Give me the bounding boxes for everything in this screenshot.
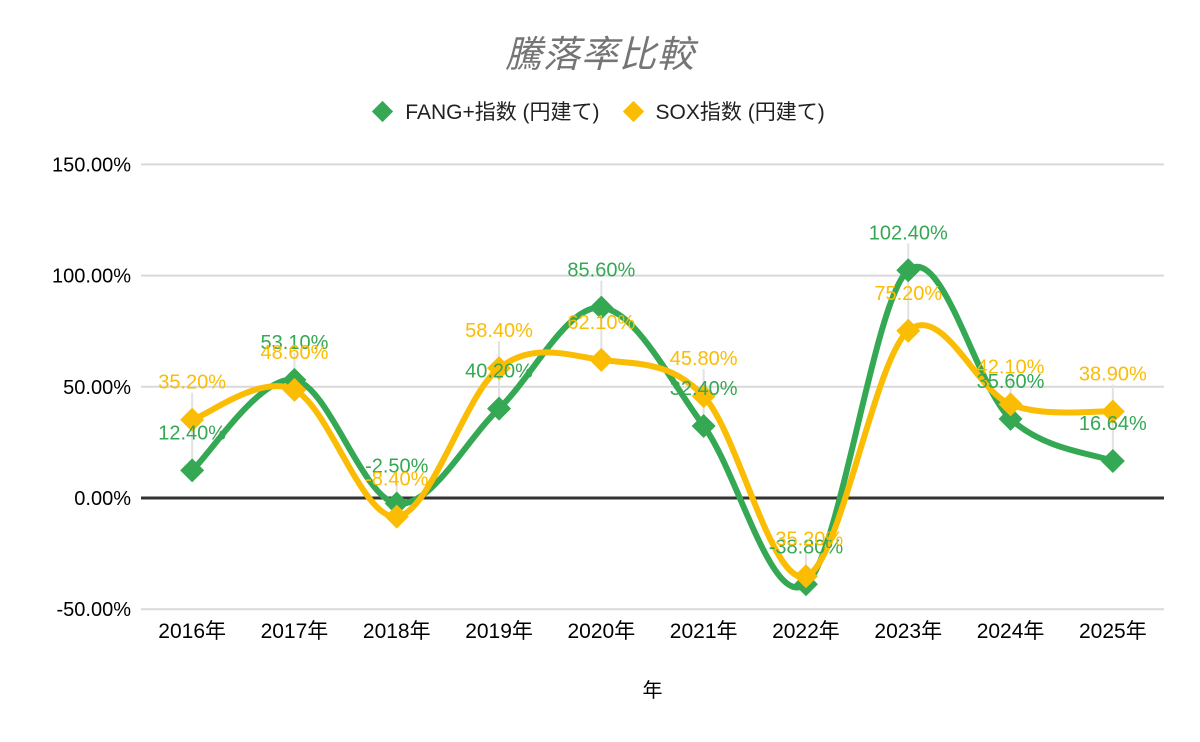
data-label: 32.40% <box>670 378 738 400</box>
data-label: 102.40% <box>869 222 948 244</box>
data-label: -35.20% <box>769 528 844 550</box>
sox-data-point-2025年[interactable] <box>1100 399 1125 424</box>
data-label: 45.80% <box>670 348 738 370</box>
sox-data-point-2017年[interactable] <box>282 377 307 402</box>
y-axis-tick-label: 150.00% <box>52 154 131 176</box>
fang-series-diamond-icon <box>372 100 394 122</box>
fang-plus-data-point-2023年[interactable] <box>896 258 921 283</box>
fang-plus-series-line <box>189 264 1116 591</box>
legend-item-label: FANG+指数 (円建て) <box>405 101 600 124</box>
fang-plus-data-point-2021年[interactable] <box>691 413 716 438</box>
data-label: -38.80% <box>769 536 844 558</box>
data-label: 40.20% <box>465 361 533 383</box>
x-axis-label: 2024年 <box>977 620 1045 643</box>
data-label: 85.60% <box>567 260 635 282</box>
sox-series-markers <box>180 318 1125 589</box>
fang-plus-data-point-2019年[interactable] <box>487 396 512 421</box>
data-label: 48.60% <box>261 342 329 364</box>
sox-data-point-2018年[interactable] <box>384 504 409 529</box>
chart-title: 騰落率比較 <box>505 34 695 75</box>
x-axis-title: 年 <box>643 679 663 702</box>
fang-plus-data-labels: 12.40% 53.10% -2.50% 40.20% 85.60% 32.40% -38.… <box>158 222 1147 558</box>
x-axis-label: 2023年 <box>874 620 942 643</box>
x-axis-label: 2016年 <box>158 620 226 643</box>
legend-item-sox[interactable]: SOX指数 (円建て) <box>622 96 825 126</box>
legend-item-label: SOX指数 (円建て) <box>655 101 825 124</box>
data-label: 53.10% <box>261 332 329 354</box>
chart-legend: FANG+指数 (円建て) SOX指数 (円建て) <box>0 96 1200 126</box>
x-axis-label: 2017年 <box>261 620 329 643</box>
data-label: -2.50% <box>365 456 429 478</box>
x-axis-label: 2019年 <box>465 620 533 643</box>
fang-plus-data-point-2016年[interactable] <box>180 458 205 483</box>
sox-data-point-2023年[interactable] <box>896 318 921 343</box>
y-axis-tick-label: 100.00% <box>52 266 131 288</box>
fang-plus-series-markers <box>180 258 1125 597</box>
data-label: 16.64% <box>1079 413 1147 435</box>
x-axis-label: 2022年 <box>772 620 840 643</box>
fang-plus-data-point-2025年[interactable] <box>1100 448 1125 473</box>
sox-data-labels: 35.20% 48.60% -8.40% 58.40% 62.10% 45.80% -35.… <box>158 283 1147 551</box>
x-axis-label: 2018年 <box>363 620 431 643</box>
sox-series-diamond-icon <box>622 100 644 122</box>
fang-plus-data-point-2024年[interactable] <box>998 406 1023 431</box>
data-label: 35.20% <box>158 372 226 394</box>
sox-data-point-2016年[interactable] <box>180 407 205 432</box>
legend-item-fang-plus[interactable]: FANG+指数 (円建て) <box>372 96 600 126</box>
fang-plus-data-point-2020年[interactable] <box>589 295 614 320</box>
fang-plus-data-point-2018年[interactable] <box>384 491 409 516</box>
sox-data-point-2022年[interactable] <box>793 564 818 589</box>
x-axis-label: 2021年 <box>670 620 738 643</box>
x-axis-label: 2025年 <box>1079 620 1147 643</box>
y-axis-tick-label: -50.00% <box>57 599 132 621</box>
y-axis-tick-label: 50.00% <box>63 377 131 399</box>
data-label: 58.40% <box>465 320 533 342</box>
data-label: 38.90% <box>1079 363 1147 385</box>
data-label: 42.10% <box>977 356 1045 378</box>
sox-data-point-2019年[interactable] <box>487 356 512 381</box>
sox-data-point-2024年[interactable] <box>998 392 1023 417</box>
y-axis: 150.00% 100.00% 50.00% 0.00% -50.00% <box>52 154 131 621</box>
x-axis-label: 2020年 <box>567 620 635 643</box>
sox-data-point-2020年[interactable] <box>589 347 614 372</box>
x-axis: 2016年 2017年 2018年 2019年 2020年 2021年 2022年 2023年… <box>158 620 1146 643</box>
data-label: 62.10% <box>567 312 635 334</box>
y-axis-tick-label: 0.00% <box>74 488 131 510</box>
sox-series-line <box>189 322 1116 580</box>
data-label: -8.40% <box>365 469 429 491</box>
data-label: 35.60% <box>977 371 1045 393</box>
data-label: 12.40% <box>158 422 226 444</box>
data-label: 75.20% <box>874 283 942 305</box>
sox-data-point-2021年[interactable] <box>691 384 716 409</box>
